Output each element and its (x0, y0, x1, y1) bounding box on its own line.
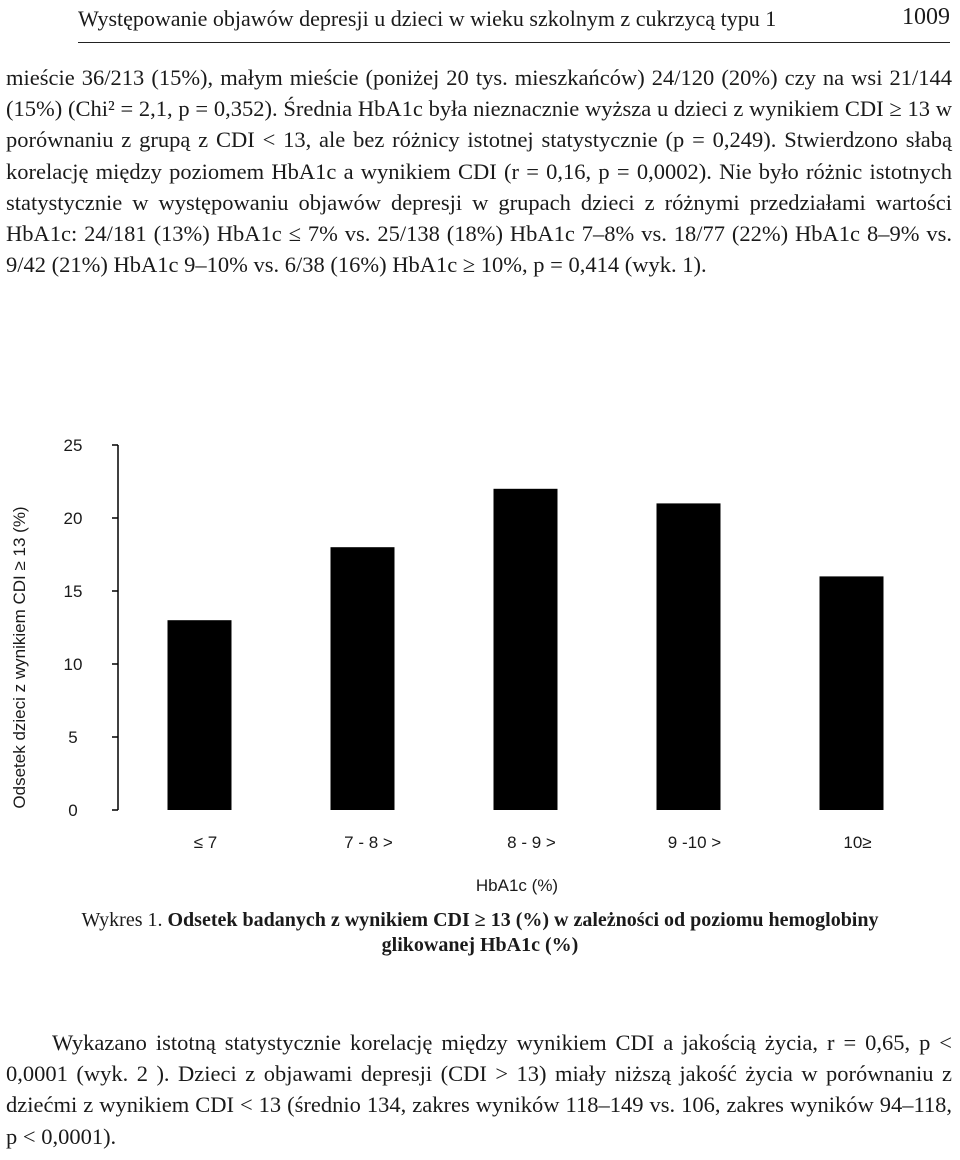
x-axis-label: HbA1c (%) (476, 876, 558, 895)
caption-bold-text: Odsetek badanych z wynikiem CDI ≥ 13 (%)… (167, 909, 879, 956)
x-tick-label: 8 - 9 > (507, 833, 556, 852)
y-axis-label: Odsetek dzieci z wynikiem CDI ≥ 13 (%) (10, 506, 29, 808)
y-tick-label: 25 (64, 436, 83, 455)
x-tick-label: 9 -10 > (668, 833, 721, 852)
x-tick-label: 10≥ (843, 833, 871, 852)
y-ticks: 0 5 10 15 20 25 (64, 436, 118, 820)
x-tick-label: ≤ 7 (194, 833, 218, 852)
figure-caption: Wykres 1. Odsetek badanych z wynikiem CD… (70, 908, 890, 958)
x-tick-label: 7 - 8 > (344, 833, 393, 852)
running-title: Występowanie objawów depresji u dzieci w… (78, 6, 777, 31)
bar (330, 547, 395, 810)
x-tick-labels: ≤ 7 7 - 8 > 8 - 9 > 9 -10 > 10≥ (194, 833, 872, 852)
caption-prefix: Wykres 1. (81, 909, 163, 931)
paragraph-top: mieście 36/213 (15%), małym mieście (pon… (6, 65, 952, 278)
y-tick-label: 15 (64, 582, 83, 601)
bar-chart: Odsetek dzieci z wynikiem CDI ≥ 13 (%) 0… (10, 436, 884, 895)
bar (493, 488, 558, 810)
page-number: 1009 (902, 4, 950, 30)
bar (819, 576, 884, 810)
y-axis-label-group: Odsetek dzieci z wynikiem CDI ≥ 13 (%) (10, 506, 29, 808)
y-tick-label: 20 (64, 509, 83, 528)
bars (167, 488, 884, 810)
y-tick-label: 10 (64, 655, 83, 674)
y-tick-label: 5 (68, 728, 77, 747)
bar (656, 503, 721, 810)
bar (167, 620, 232, 810)
running-header: Występowanie objawów depresji u dzieci w… (78, 4, 950, 43)
paragraph-bottom: Wykazano istotną statystycznie korelację… (6, 1030, 952, 1149)
y-tick-label: 0 (68, 801, 77, 820)
